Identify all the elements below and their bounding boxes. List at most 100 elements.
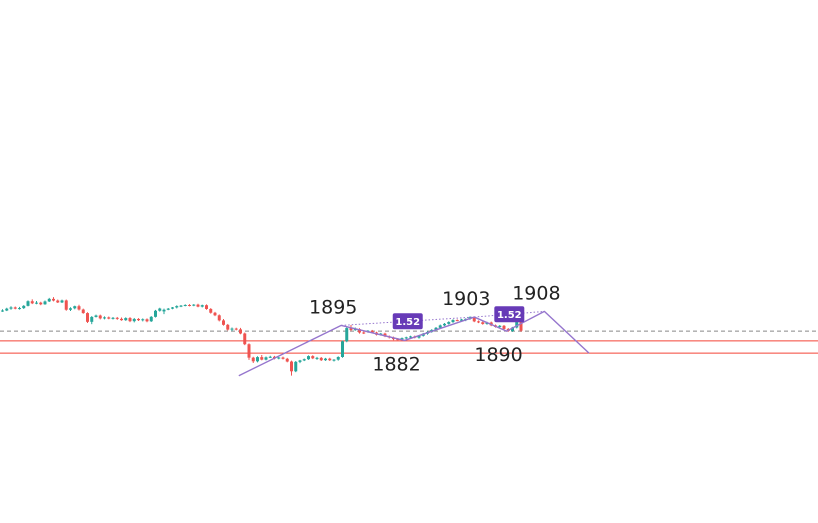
candle-body-up bbox=[307, 356, 310, 360]
candle bbox=[43, 300, 47, 305]
candle-body-down bbox=[13, 307, 17, 309]
candle-body-up bbox=[69, 308, 72, 310]
candle bbox=[90, 316, 94, 325]
candle-body-up bbox=[404, 337, 408, 339]
candle bbox=[35, 300, 38, 305]
candle-body-down bbox=[137, 318, 140, 321]
candle-body-down bbox=[86, 313, 89, 322]
ratio-badge-label: 1.52 bbox=[395, 317, 420, 328]
candle bbox=[166, 307, 170, 311]
candle-body-up bbox=[179, 305, 183, 307]
candle bbox=[73, 305, 77, 310]
candle-body-up bbox=[166, 308, 170, 310]
harmonic-pattern-layer[interactable]: 1.52 1.52 bbox=[238, 306, 590, 377]
candle bbox=[251, 356, 255, 363]
candle bbox=[132, 317, 136, 323]
candle bbox=[239, 327, 242, 335]
pivot-price-label: 1903 bbox=[442, 288, 490, 310]
candle-body-up bbox=[158, 308, 162, 311]
candle-body-down bbox=[243, 333, 247, 345]
candle bbox=[94, 314, 98, 318]
candle-body-down bbox=[383, 333, 387, 337]
pivot-price-label: 1895 bbox=[309, 296, 357, 318]
candle bbox=[30, 299, 34, 305]
candle-body-down bbox=[281, 357, 285, 359]
candle-body-up bbox=[149, 316, 153, 322]
candle-body-up bbox=[277, 357, 281, 359]
candle-body-up bbox=[132, 318, 136, 322]
candle-body-down bbox=[226, 324, 230, 330]
candle-body-up bbox=[26, 301, 30, 306]
candle-body-down bbox=[260, 357, 264, 360]
candle bbox=[1, 309, 4, 312]
candle-body-down bbox=[247, 344, 251, 358]
candle bbox=[162, 308, 166, 315]
pivot-labels-layer: 1895 1882 1903 1890 1908 bbox=[309, 282, 561, 375]
candle bbox=[77, 304, 81, 311]
candle-body-up bbox=[103, 317, 106, 319]
candle bbox=[260, 354, 264, 361]
candle-body-up bbox=[264, 357, 268, 360]
candle-body-down bbox=[311, 356, 315, 359]
candle bbox=[222, 318, 225, 326]
candle-body-down bbox=[196, 304, 200, 307]
candle bbox=[234, 327, 238, 331]
candle bbox=[281, 356, 285, 360]
candle bbox=[256, 356, 259, 363]
candle bbox=[26, 300, 30, 307]
candle bbox=[158, 307, 162, 312]
candle bbox=[200, 304, 204, 308]
candle-body-up bbox=[498, 325, 502, 327]
candles-layer bbox=[1, 297, 523, 376]
candle bbox=[60, 299, 64, 303]
candle-body-up bbox=[324, 358, 327, 361]
candle bbox=[285, 357, 289, 363]
candle-body-up bbox=[294, 361, 298, 372]
candle-body-down bbox=[472, 317, 476, 322]
candle-body-up bbox=[460, 319, 463, 321]
pivot-price-label: 1908 bbox=[512, 282, 560, 304]
candle bbox=[328, 357, 332, 361]
candle-body-down bbox=[56, 300, 60, 303]
candle-body-up bbox=[22, 305, 26, 309]
candle bbox=[217, 314, 221, 322]
candle bbox=[307, 355, 310, 360]
candle bbox=[324, 357, 327, 361]
candle-body-down bbox=[370, 330, 374, 333]
candle bbox=[332, 359, 336, 362]
candle-body-down bbox=[481, 322, 485, 324]
candle bbox=[183, 304, 187, 307]
candle bbox=[247, 343, 251, 360]
candle bbox=[209, 308, 213, 314]
candle bbox=[115, 316, 119, 320]
candle bbox=[120, 317, 123, 321]
candle bbox=[18, 306, 21, 310]
candle bbox=[111, 316, 115, 320]
candle bbox=[149, 316, 153, 322]
candle-body-up bbox=[171, 307, 174, 309]
candle-body-up bbox=[1, 310, 4, 312]
candle bbox=[137, 318, 140, 321]
candle-body-up bbox=[200, 305, 204, 307]
candle bbox=[22, 305, 26, 309]
candle-body-down bbox=[77, 306, 81, 310]
candle bbox=[64, 299, 68, 311]
candle-body-up bbox=[400, 338, 404, 340]
candle bbox=[294, 360, 298, 373]
candle-body-up bbox=[302, 359, 306, 361]
candle bbox=[443, 322, 446, 327]
ratio-badge: 1.52 bbox=[392, 313, 423, 330]
horizontal-lines-layer bbox=[0, 330, 818, 354]
candle-body-up bbox=[90, 316, 94, 322]
candle-body-up bbox=[111, 317, 115, 319]
candle-body-down bbox=[213, 312, 217, 316]
candle-body-up bbox=[60, 300, 64, 303]
candle bbox=[154, 309, 157, 318]
candle-body-up bbox=[5, 308, 9, 311]
candle-body-down bbox=[120, 318, 123, 321]
candle-body-up bbox=[409, 336, 412, 338]
candle bbox=[315, 356, 319, 360]
candle-body-up bbox=[73, 306, 77, 309]
